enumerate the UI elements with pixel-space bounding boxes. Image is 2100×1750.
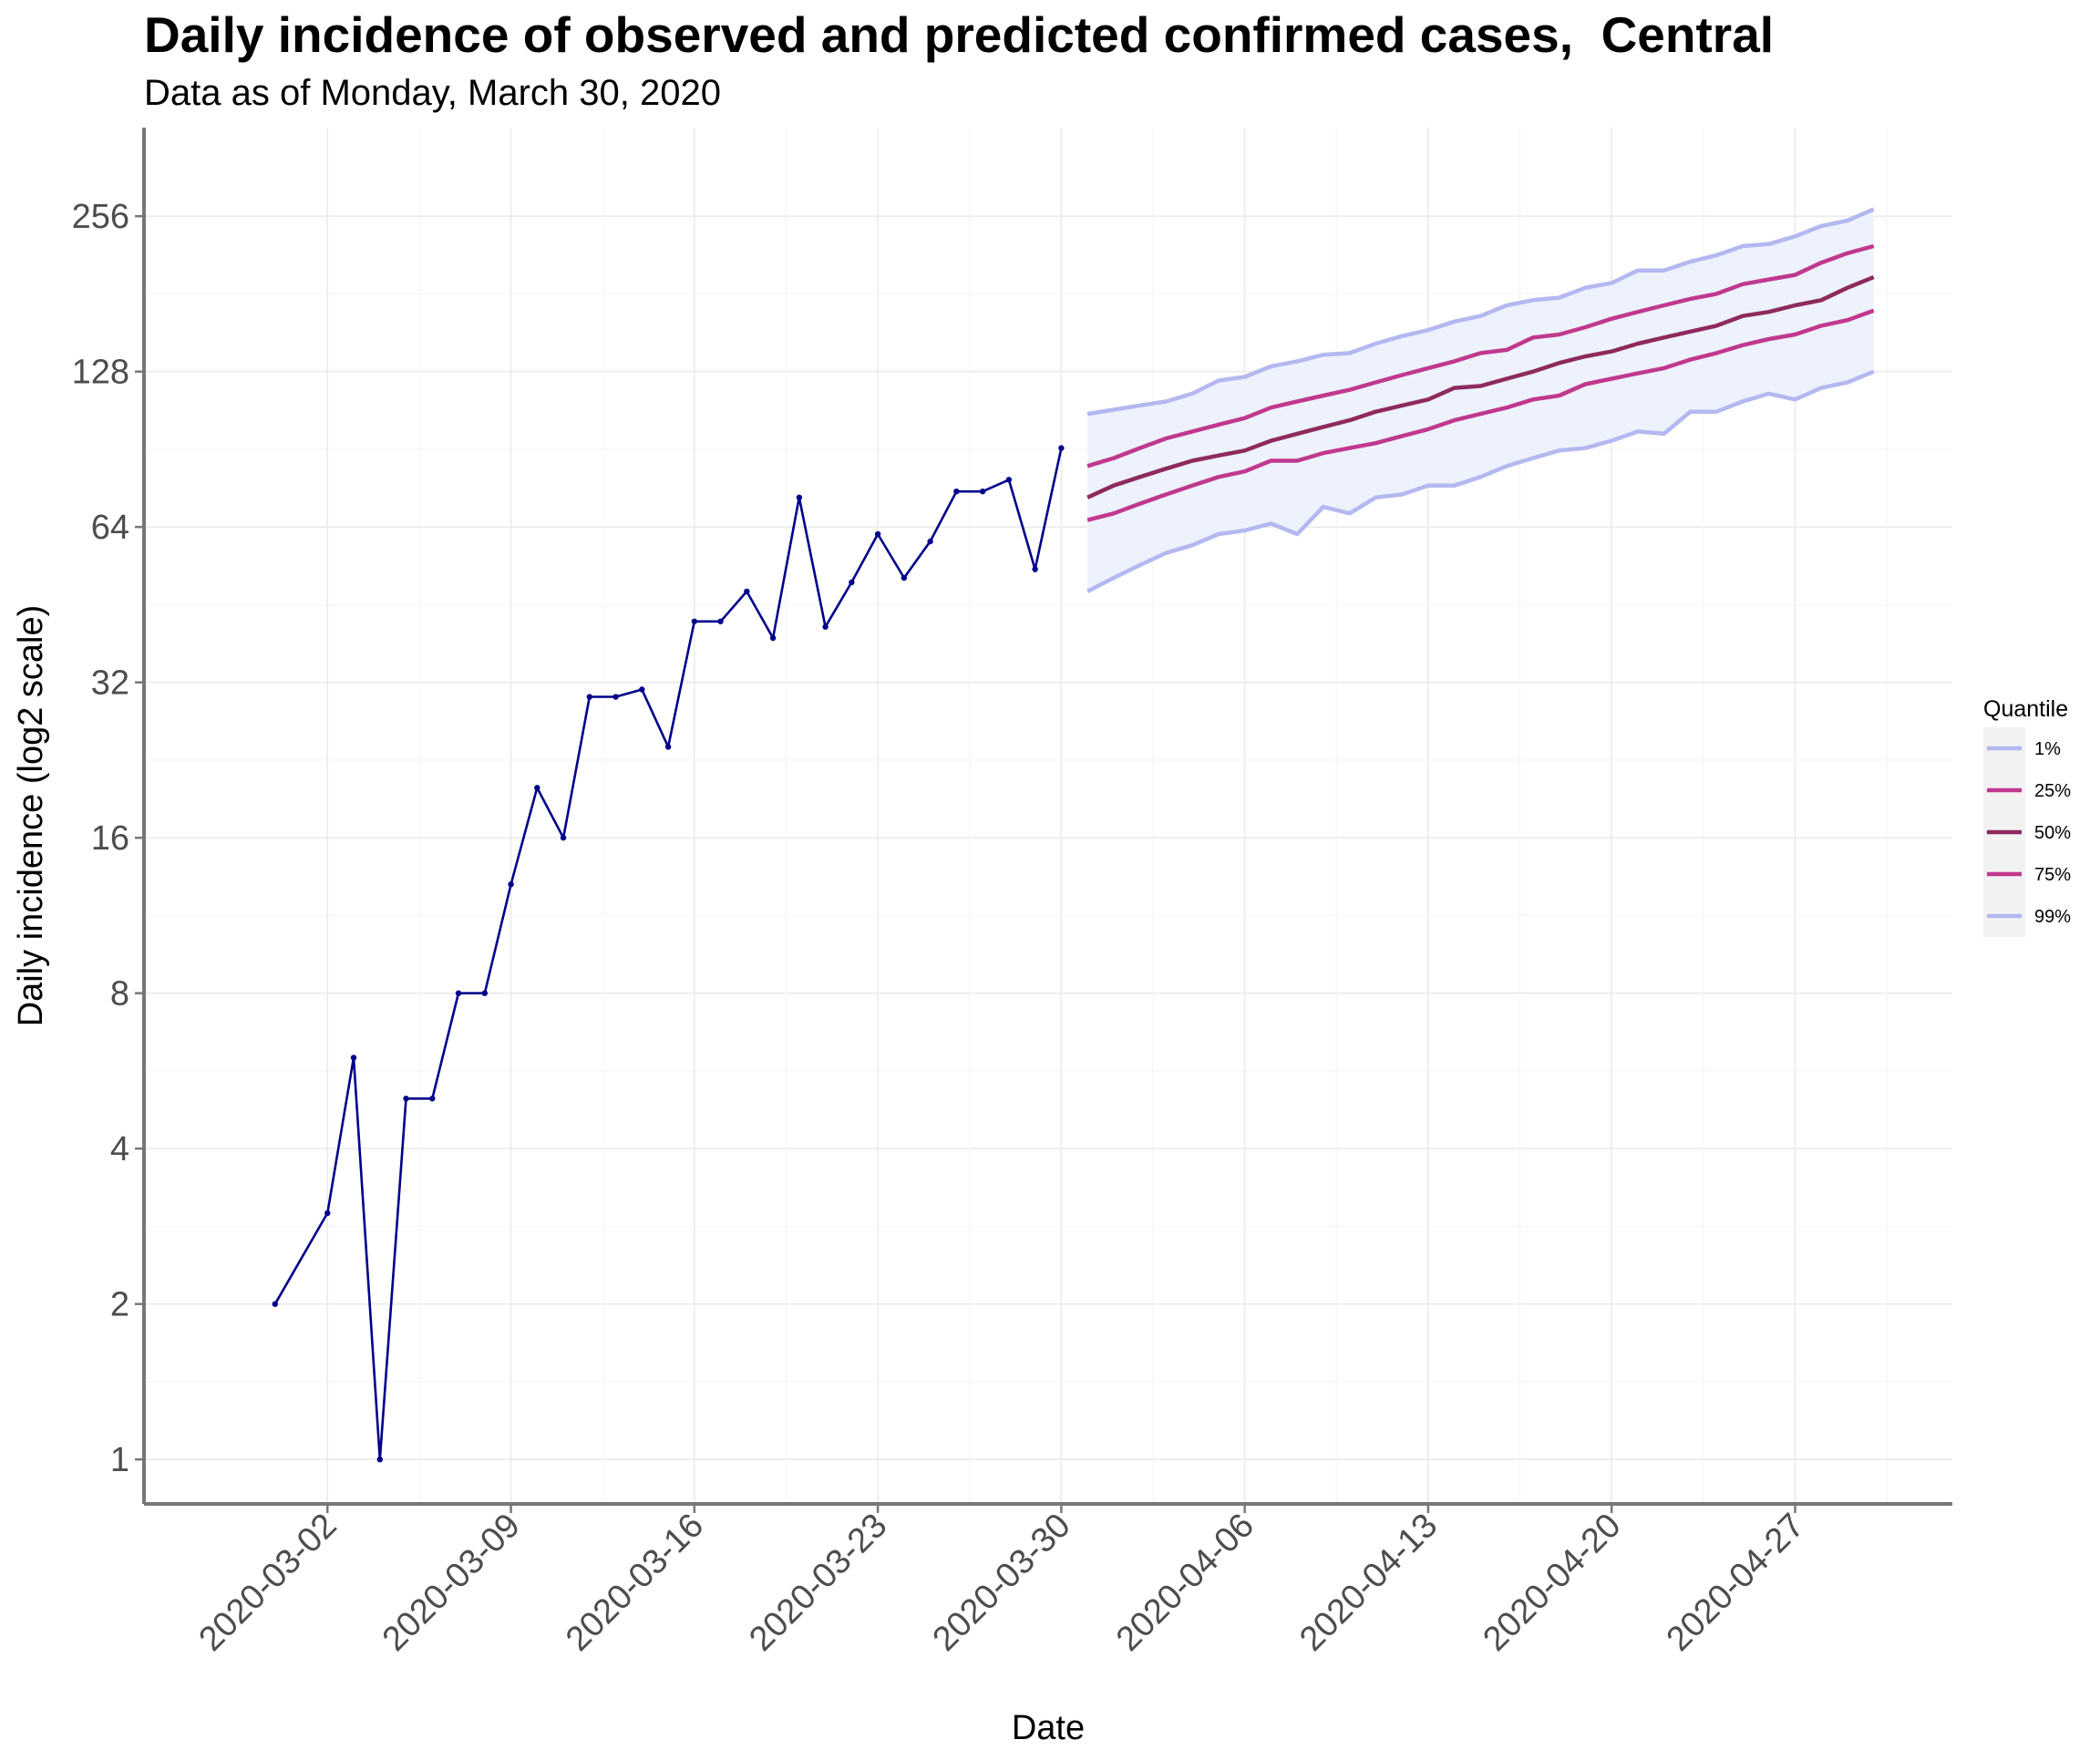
y-tick-label: 256	[72, 198, 129, 236]
observed-point	[429, 1096, 436, 1102]
observed-series	[272, 445, 1065, 1463]
x-tick-label: 2020-03-23	[742, 1507, 894, 1659]
x-tick-label: 2020-03-16	[559, 1507, 711, 1659]
forecast-lines	[1086, 207, 1875, 593]
chart-title: Daily incidence of observed and predicte…	[144, 6, 1775, 63]
axes	[135, 128, 1952, 1513]
legend-label: 75%	[2034, 865, 2071, 885]
y-tick-label: 4	[110, 1130, 129, 1168]
legend-label: 50%	[2034, 823, 2071, 843]
observed-point	[822, 623, 829, 630]
observed-point	[691, 618, 698, 624]
observed-point	[612, 694, 619, 700]
observed-point	[272, 1301, 278, 1307]
observed-line	[273, 448, 1063, 1461]
observed-point	[1005, 477, 1013, 483]
observed-point	[455, 990, 462, 996]
x-tick-label: 2020-04-06	[1109, 1507, 1261, 1659]
x-tick-label: 2020-03-02	[191, 1507, 344, 1659]
observed-point	[481, 990, 488, 996]
x-tick-label: 2020-04-13	[1292, 1507, 1445, 1659]
observed-point	[901, 574, 908, 582]
forecast-line-50pct	[1086, 275, 1875, 499]
observed-point	[1032, 566, 1038, 572]
observed-point	[717, 618, 724, 624]
legend-title: Quantile	[1983, 696, 2068, 722]
forecast-line-25pct	[1086, 308, 1875, 522]
forecast-band	[1087, 209, 1874, 592]
observed-point	[927, 538, 933, 545]
y-tick-label: 32	[91, 664, 129, 703]
forecast-line-75pct	[1086, 243, 1875, 468]
x-tick-label: 2020-03-30	[926, 1507, 1078, 1659]
x-tick-label: 2020-04-27	[1660, 1507, 1812, 1659]
legend-label: 1%	[2034, 739, 2061, 759]
y-tick-label: 16	[91, 819, 129, 858]
y-tick-label: 1	[110, 1441, 129, 1479]
y-axis-title: Daily incidence (log2 scale)	[12, 605, 50, 1027]
observed-point	[403, 1096, 409, 1102]
legend-label: 25%	[2034, 781, 2071, 801]
y-tick-labels: 1 2 4 8 16 32 64 128 256	[72, 198, 129, 1479]
observed-point	[849, 579, 855, 586]
legend-label: 99%	[2034, 907, 2071, 927]
chart-subtitle: Data as of Monday, March 30, 2020	[144, 73, 721, 113]
observed-point	[376, 1456, 383, 1463]
observed-point	[639, 686, 645, 693]
observed-point	[664, 744, 672, 750]
x-tick-label: 2020-03-09	[376, 1507, 528, 1659]
y-tick-label: 8	[110, 975, 129, 1014]
x-tick-label: 2020-04-20	[1476, 1507, 1628, 1659]
y-tick-label: 2	[110, 1286, 129, 1324]
forecast-line-99pct	[1086, 207, 1875, 417]
x-axis-title: Date	[1012, 1709, 1085, 1747]
observed-point	[744, 588, 750, 595]
observed-point	[979, 488, 986, 495]
observed-point	[508, 881, 514, 888]
observed-point	[796, 494, 803, 501]
observed-point	[324, 1210, 331, 1217]
observed-point	[586, 694, 593, 700]
observed-point	[874, 530, 881, 538]
observed-point	[350, 1055, 357, 1061]
observed-point	[1058, 445, 1065, 451]
forecast-line-1pct	[1086, 369, 1875, 593]
forecast-band-area	[1087, 209, 1874, 592]
observed-point	[769, 634, 777, 642]
observed-point	[953, 488, 960, 495]
x-tick-labels: 2020-03-02 2020-03-09 2020-03-16 2020-03-23…	[191, 1507, 1811, 1659]
y-tick-label: 64	[91, 509, 129, 547]
legend: Quantile 1% 25% 50% 75% 99%	[1983, 696, 2071, 937]
grid	[144, 128, 1952, 1504]
y-tick-label: 128	[72, 354, 129, 392]
observed-point	[534, 785, 540, 791]
observed-point	[560, 834, 567, 841]
